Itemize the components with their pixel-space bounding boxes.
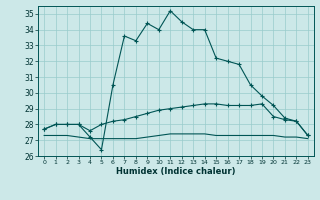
X-axis label: Humidex (Indice chaleur): Humidex (Indice chaleur) (116, 167, 236, 176)
